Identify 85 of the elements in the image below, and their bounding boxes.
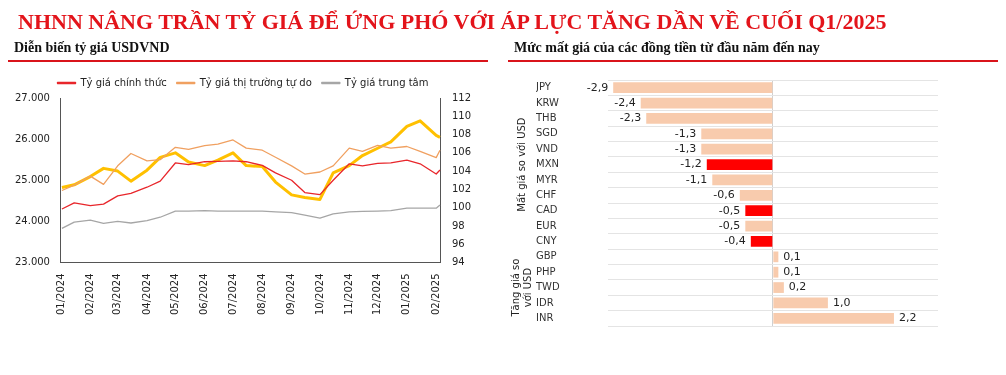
bar [773,312,894,324]
y2-tick-label: 108 [451,128,472,140]
y-tick-label: CAD [536,204,558,216]
x-tick-label: 02/2024 [83,273,95,315]
x-tick-label: 07/2024 [226,273,238,315]
y-tick-label: 23.000 [14,256,50,268]
x-tick-label: 06/2024 [198,273,210,315]
data-label: -0,5 [718,218,741,232]
data-label: -0,5 [718,203,741,217]
bar [750,236,773,247]
y2-tick-label: 102 [451,182,472,194]
bar [745,205,773,217]
bar [613,82,773,94]
y2-tick-label: 94 [451,256,465,268]
y-tick-label: JPY [535,81,552,93]
x-tick-label: 04/2024 [140,273,152,315]
y2-tick-label: 104 [451,164,472,176]
data-label: -1,3 [674,142,697,156]
x-tick-label: 01/2025 [400,273,412,315]
y-tick-label: VND [536,142,559,154]
data-label: -2,3 [619,111,642,125]
y-tick-label: MYR [536,173,558,185]
y-tick-label: IDR [536,296,554,308]
y2-tick-label: 96 [451,237,465,249]
chart-title: NHNN NÂNG TRẦN TỶ GIÁ ĐỂ ỨNG PHÓ VỚI ÁP LỰC TĂNG DẦN VỀ CUỐI Q1/2025 [17,8,888,36]
bar [701,143,773,155]
text: Tăng giá so với USD [509,258,533,318]
y2-tick-label: 100 [451,201,472,213]
y-tick-label: EUR [536,219,557,231]
y-tick-label: PHP [536,265,556,277]
legend-label: Tỷ giá chính thức [79,76,167,88]
x-tick-label: 03/2024 [111,273,123,315]
x-tick-label: 08/2024 [255,273,267,315]
x-tick-label: 12/2024 [371,273,383,315]
y-tick-label: 27.000 [14,91,50,103]
data-label: 0,1 [783,249,801,263]
chart-subtitle: Diễn biến tỷ giá USDVND [14,40,171,56]
x-tick-label: 10/2024 [313,273,325,315]
x-tick-label: 02/2025 [429,273,441,315]
legend-label: Tỷ giá trung tâm [343,76,429,88]
legend-label: Tỷ giá thị trường tự do [198,76,312,89]
data-label: -2,4 [614,95,636,109]
y-tick-label: 26.000 [14,132,50,144]
y-tick-label: CNY [536,235,558,247]
data-label: -1,1 [685,172,708,186]
y-tick-label: GBP [536,250,557,262]
data-label: 1,0 [832,295,851,309]
y-tick-label: KRW [536,96,560,108]
bar [712,174,773,186]
bar [773,251,779,263]
y-tick-label: INR [536,311,554,323]
chart-title: Mức mất giá của các đồng tiền từ đầu năm đến nay [514,40,821,56]
bar [745,220,773,232]
data-label: 0,1 [783,265,801,279]
x-tick-label: 09/2024 [285,273,297,315]
y2-tick-label: 110 [451,109,472,121]
x-tick-label: 05/2024 [168,273,180,315]
data-label: 0,2 [788,280,807,294]
y-tick-label: SGD [536,127,559,139]
y2-tick-label: 98 [451,219,465,231]
y-tick-label: 24.000 [14,214,50,226]
data-label: -1,3 [674,126,697,140]
data-label: 2,2 [898,311,917,325]
bar [640,97,773,109]
y-tick-label: TWD [535,281,560,293]
data-label: -1,2 [680,157,702,171]
bar [773,266,779,278]
y-tick-label: 25.000 [14,173,50,185]
y2-tick-label: 106 [451,146,472,158]
y2-tick-label: 112 [451,91,472,103]
y-tick-label: THB [535,112,557,124]
text: Mất giá so với USD [515,117,527,212]
data-label: -0,6 [713,188,735,202]
bar [701,128,773,140]
data-label: -2,9 [586,80,609,94]
bar [773,282,784,293]
y-tick-label: MXN [536,158,559,170]
y-tick-label: CHF [536,188,557,200]
x-tick-label: 01/2024 [54,273,66,315]
bar [706,159,773,170]
data-label: -0,4 [724,234,746,248]
bar [773,297,828,309]
bar [739,189,773,201]
x-tick-label: 11/2024 [342,273,354,315]
bar [646,113,773,124]
